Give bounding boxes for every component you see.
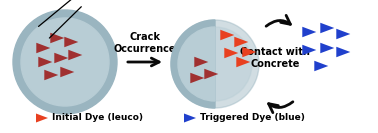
Polygon shape <box>50 33 64 43</box>
Polygon shape <box>314 61 328 71</box>
Polygon shape <box>204 69 218 79</box>
FancyArrowPatch shape <box>269 102 293 113</box>
Polygon shape <box>36 43 50 53</box>
Text: Crack
Occurrence: Crack Occurrence <box>114 32 176 54</box>
FancyArrowPatch shape <box>266 15 290 26</box>
Polygon shape <box>36 113 48 122</box>
Circle shape <box>21 18 109 106</box>
Circle shape <box>171 20 259 108</box>
Polygon shape <box>64 37 78 47</box>
Polygon shape <box>242 47 256 57</box>
Polygon shape <box>194 57 208 67</box>
Polygon shape <box>220 30 234 40</box>
Polygon shape <box>336 29 350 39</box>
Wedge shape <box>171 20 215 108</box>
Polygon shape <box>224 48 238 58</box>
Polygon shape <box>302 27 316 37</box>
Polygon shape <box>302 45 316 55</box>
Polygon shape <box>320 43 334 53</box>
Polygon shape <box>54 53 68 63</box>
Polygon shape <box>184 113 196 122</box>
Text: Triggered Dye (blue): Triggered Dye (blue) <box>200 113 305 122</box>
Polygon shape <box>60 67 74 77</box>
Circle shape <box>178 27 252 101</box>
Polygon shape <box>190 73 204 83</box>
Polygon shape <box>234 37 248 47</box>
Circle shape <box>13 10 117 114</box>
Polygon shape <box>236 57 250 67</box>
Polygon shape <box>38 57 52 67</box>
Polygon shape <box>44 70 58 80</box>
Text: Core: Core <box>50 0 102 38</box>
Wedge shape <box>178 27 215 101</box>
Text: Shell: Shell <box>39 0 98 26</box>
Polygon shape <box>320 23 334 33</box>
Text: Contact with
Concrete: Contact with Concrete <box>240 47 310 69</box>
Polygon shape <box>68 50 82 60</box>
Polygon shape <box>336 47 350 57</box>
Text: Initial Dye (leuco): Initial Dye (leuco) <box>52 113 143 122</box>
